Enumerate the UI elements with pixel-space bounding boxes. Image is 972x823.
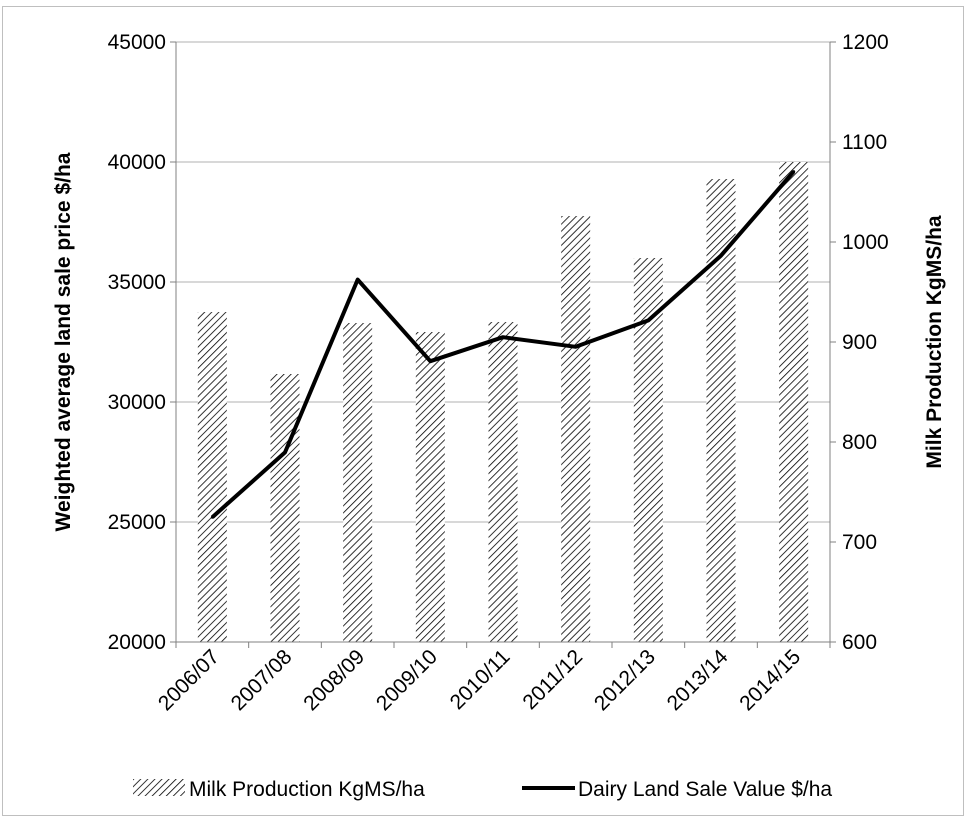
y-right-tick-label: 900 (842, 331, 877, 354)
x-tick-label: 2014/15 (735, 645, 805, 715)
bar-series (197, 162, 809, 642)
legend: Milk Production KgMS/ha Dairy Land Sale … (133, 778, 832, 801)
x-tick-label: 2006/07 (154, 645, 224, 715)
x-tick-label: 2012/13 (590, 645, 660, 715)
y-left-axis-title: Weighted average land sale price $/ha (52, 152, 75, 531)
x-tick-label: 2011/12 (518, 645, 587, 714)
y-left-tick-label: 30000 (108, 391, 166, 414)
point-dairy-land-value (356, 278, 360, 282)
axes (170, 41, 836, 648)
bar-milk-production (561, 216, 591, 642)
line-series (210, 170, 796, 519)
y-left-tick-label: 35000 (108, 271, 166, 294)
bar-milk-production (197, 312, 227, 642)
bar-milk-production (633, 258, 663, 642)
y-left-tick-label: 20000 (108, 631, 166, 654)
bar-milk-production (415, 332, 445, 642)
y-right-tick-label: 1100 (842, 131, 887, 154)
x-tick-label: 2008/09 (299, 645, 369, 715)
x-tick-label: 2007/08 (227, 645, 297, 715)
legend-label-milk-production: Milk Production KgMS/ha (189, 778, 425, 801)
y-right-tick-label: 600 (842, 631, 877, 654)
x-tick-label: 2010/11 (446, 645, 515, 714)
point-dairy-land-value (719, 254, 723, 258)
x-tick-label: 2013/14 (663, 645, 733, 715)
bar-milk-production (779, 162, 809, 642)
y-right-tick-label: 800 (842, 431, 877, 454)
bar-milk-production (488, 322, 518, 642)
y-right-tick-label: 700 (842, 531, 877, 554)
legend-label-dairy-land-value: Dairy Land Sale Value $/ha (578, 778, 832, 801)
bar-milk-production (270, 374, 300, 642)
x-tick-label: 2009/10 (372, 645, 442, 715)
point-dairy-land-value (210, 515, 214, 519)
y-left-tick-label: 25000 (108, 511, 166, 534)
y-left-tick-label: 45000 (108, 31, 166, 54)
bar-milk-production (706, 179, 736, 642)
y-right-tick-label: 1000 (842, 231, 889, 254)
y-right-axis-title: Milk Production KgMS/ha (923, 215, 946, 468)
y-left-tick-label: 40000 (108, 151, 166, 174)
legend-swatch-milk-production (133, 779, 185, 796)
bar-milk-production (343, 323, 373, 642)
point-dairy-land-value (501, 335, 505, 339)
point-dairy-land-value (646, 318, 650, 322)
point-dairy-land-value (792, 170, 796, 174)
point-dairy-land-value (283, 450, 287, 454)
point-dairy-land-value (428, 359, 432, 363)
point-dairy-land-value (574, 345, 578, 349)
y-right-tick-label: 1200 (842, 31, 889, 54)
